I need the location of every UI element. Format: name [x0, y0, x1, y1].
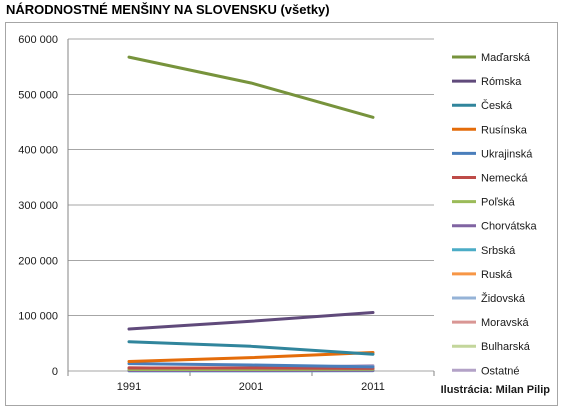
y-tick-label: 100 000 [18, 311, 58, 323]
chart-title: NÁRODNOSTNÉ MENŠINY NA SLOVENSKU (všetky… [6, 2, 330, 17]
series-line [127, 362, 375, 369]
series-line [127, 310, 375, 331]
legend-label: Ukrajinská [481, 148, 533, 160]
legend-label: Poľská [481, 197, 516, 209]
series-line [127, 350, 375, 363]
legend-label: Moravská [481, 317, 530, 329]
legend-label: Ostatné [481, 365, 520, 377]
legend-label: Ruská [481, 269, 513, 281]
x-tick-label: 1991 [117, 381, 141, 393]
x-tick-label: 2011 [361, 381, 385, 393]
series-line [127, 340, 375, 356]
series-lines [127, 55, 375, 373]
y-tick-label: 300 000 [18, 200, 58, 212]
legend: Maďarská Rómska Česká Rusínska Ukrajinská Nem… [452, 52, 538, 377]
y-tick-label: 200 000 [18, 255, 58, 267]
legend-label: Srbská [481, 245, 516, 257]
legend-label: Bulharská [481, 341, 531, 353]
y-tick-label: 0 [52, 366, 58, 378]
legend-label: Rómska [481, 76, 522, 88]
legend-label: Židovská [481, 292, 526, 305]
x-axis-ticks: 1991 2001 2011 [67, 371, 435, 393]
illustration-credit: Ilustrácia: Milan Pilip [440, 384, 550, 396]
x-tick-label: 2001 [239, 381, 263, 393]
chart-frame [5, 22, 558, 406]
legend-label: Česká [481, 99, 513, 112]
series-line [127, 55, 375, 119]
y-tick-label: 500 000 [18, 89, 58, 101]
legend-label: Chorvátska [481, 221, 538, 233]
legend-label: Maďarská [481, 52, 531, 64]
y-tick-label: 600 000 [18, 34, 58, 46]
legend-label: Rusínska [481, 124, 528, 136]
legend-label: Nemecká [481, 173, 528, 185]
y-axis-ticks: 0 100 000 200 000 300 000 400 000 500 000 600 … [18, 34, 58, 378]
y-tick-label: 400 000 [18, 145, 58, 157]
